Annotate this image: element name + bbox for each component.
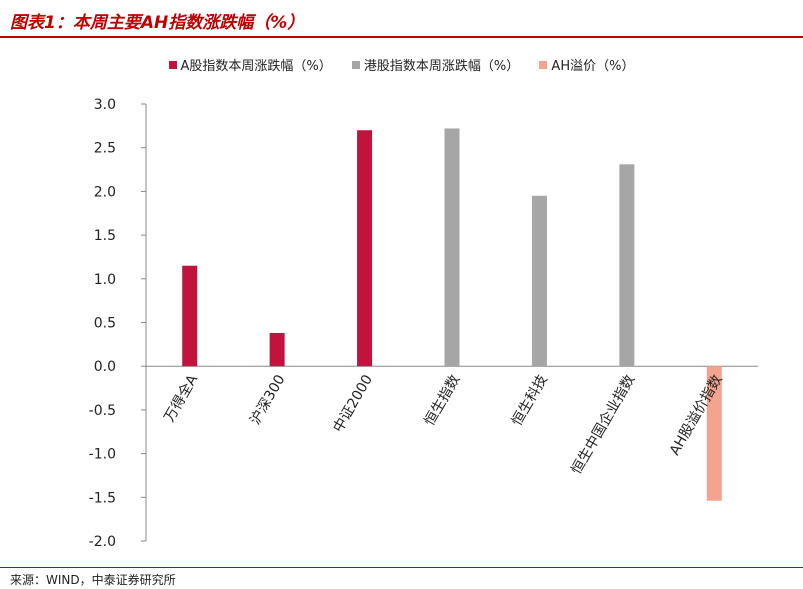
- bar: [531, 195, 547, 367]
- bar: [444, 128, 460, 367]
- legend: A股指数本周涨跌幅（%） 港股指数本周涨跌幅（%） AH溢价（%）: [0, 55, 803, 74]
- x-category-label: 恒生指数: [422, 372, 464, 428]
- legend-item-hk-share: 港股指数本周涨跌幅（%）: [351, 55, 520, 74]
- x-category-label: 中证2000: [330, 372, 376, 435]
- legend-label-a-share: A股指数本周涨跌幅（%）: [180, 59, 332, 74]
- y-tick-label: -1.5: [89, 490, 116, 506]
- y-tick-label: 2.0: [94, 184, 116, 200]
- y-tick-label: 2.5: [94, 141, 116, 157]
- bar: [706, 366, 722, 501]
- legend-item-ah-premium: AH溢价（%）: [539, 55, 634, 74]
- y-tick-label: 1.0: [94, 272, 116, 288]
- bar: [269, 332, 285, 367]
- y-tick-label: 0.0: [94, 359, 116, 375]
- legend-item-a-share: A股指数本周涨跌幅（%）: [168, 55, 332, 74]
- legend-label-ah-premium: AH溢价（%）: [551, 59, 635, 74]
- y-tick-label: -0.5: [89, 403, 116, 419]
- y-tick-label: 3.0: [94, 97, 116, 113]
- x-category-label: 沪深300: [247, 372, 288, 427]
- chart-title: 图表1：本周主要AH指数涨跌幅（%）: [10, 13, 305, 33]
- source-note: 来源：WIND，中泰证券研究所: [10, 573, 176, 587]
- y-tick-label: 0.5: [94, 316, 116, 332]
- y-tick-label: 1.5: [94, 228, 116, 244]
- legend-label-hk-share: 港股指数本周涨跌幅（%）: [363, 59, 520, 74]
- x-category-label: 恒生科技: [509, 372, 551, 428]
- x-category-label: 万得全A: [161, 371, 202, 425]
- title-rule: [0, 36, 803, 38]
- bar: [619, 164, 635, 367]
- legend-swatch-hk-share: [351, 60, 360, 69]
- y-tick-label: -1.0: [89, 447, 116, 463]
- x-category-label: 恒生中国企业指数: [568, 372, 639, 477]
- bar: [357, 130, 373, 367]
- legend-swatch-ah-premium: [539, 60, 548, 69]
- y-tick-label: -2.0: [89, 534, 116, 550]
- bar: [182, 265, 198, 367]
- legend-swatch-a-share: [168, 60, 177, 69]
- footer-rule: [0, 567, 803, 568]
